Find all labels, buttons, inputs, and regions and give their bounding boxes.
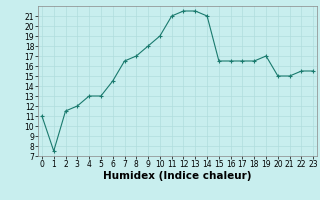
X-axis label: Humidex (Indice chaleur): Humidex (Indice chaleur) [103,171,252,181]
